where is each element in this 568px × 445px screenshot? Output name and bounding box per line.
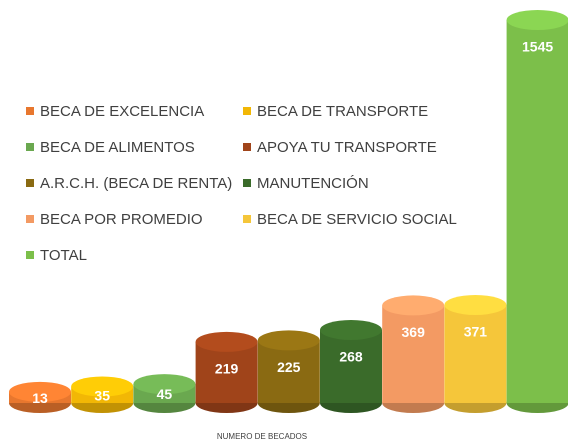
value-label: 268 (339, 349, 363, 365)
legend-swatch (26, 179, 34, 187)
bar-top (320, 319, 382, 340)
bar-body (444, 304, 507, 403)
bar (71, 376, 134, 413)
legend-swatch (26, 215, 34, 223)
value-label: 219 (215, 361, 239, 377)
legend-label: TOTAL (40, 247, 87, 264)
legend-swatch (243, 179, 251, 187)
bar-top (506, 10, 568, 30)
bar-top (9, 381, 71, 402)
value-label: 369 (402, 324, 426, 340)
bar (382, 295, 445, 413)
bar (444, 294, 507, 413)
bar-top (133, 374, 196, 395)
bar (195, 331, 258, 413)
legend-swatch (243, 215, 251, 223)
bar-body (320, 329, 382, 403)
legend-label: BECA DE TRANSPORTE (257, 103, 428, 120)
bar (9, 381, 71, 413)
bar-top (71, 376, 134, 397)
bar (133, 374, 196, 413)
bar-top (195, 331, 258, 352)
x-axis-label: NUMERO DE BECADOS (217, 432, 307, 441)
legend-swatch (26, 143, 34, 151)
legend-swatch (26, 251, 34, 259)
bar-top (257, 330, 320, 351)
legend-label: MANUTENCIÓN (257, 175, 369, 192)
bar-body (195, 341, 258, 403)
legend-swatch (243, 107, 251, 115)
bar (506, 10, 568, 413)
legend-swatch (26, 107, 34, 115)
value-label: 225 (277, 359, 301, 375)
legend-label: BECA DE ALIMENTOS (40, 139, 195, 156)
legend-label: APOYA TU TRANSPORTE (257, 139, 437, 156)
legend-label: BECA POR PROMEDIO (40, 211, 203, 228)
value-label: 1545 (522, 39, 553, 55)
bar (257, 330, 320, 413)
value-label: 45 (157, 386, 173, 402)
value-label: 371 (464, 324, 488, 340)
bar-body (382, 305, 445, 403)
bar-top (382, 295, 445, 316)
legend-label: BECA DE SERVICIO SOCIAL (257, 211, 457, 228)
bar-body (506, 20, 568, 403)
legend-label: A.R.C.H. (BECA DE RENTA) (40, 175, 232, 192)
bar (320, 319, 382, 413)
legend-label: BECA DE EXCELENCIA (40, 103, 204, 120)
legend-swatch (243, 143, 251, 151)
value-label: 13 (32, 390, 48, 406)
value-label: 35 (94, 387, 110, 403)
bar-body (257, 340, 320, 403)
bar-top (444, 294, 507, 315)
